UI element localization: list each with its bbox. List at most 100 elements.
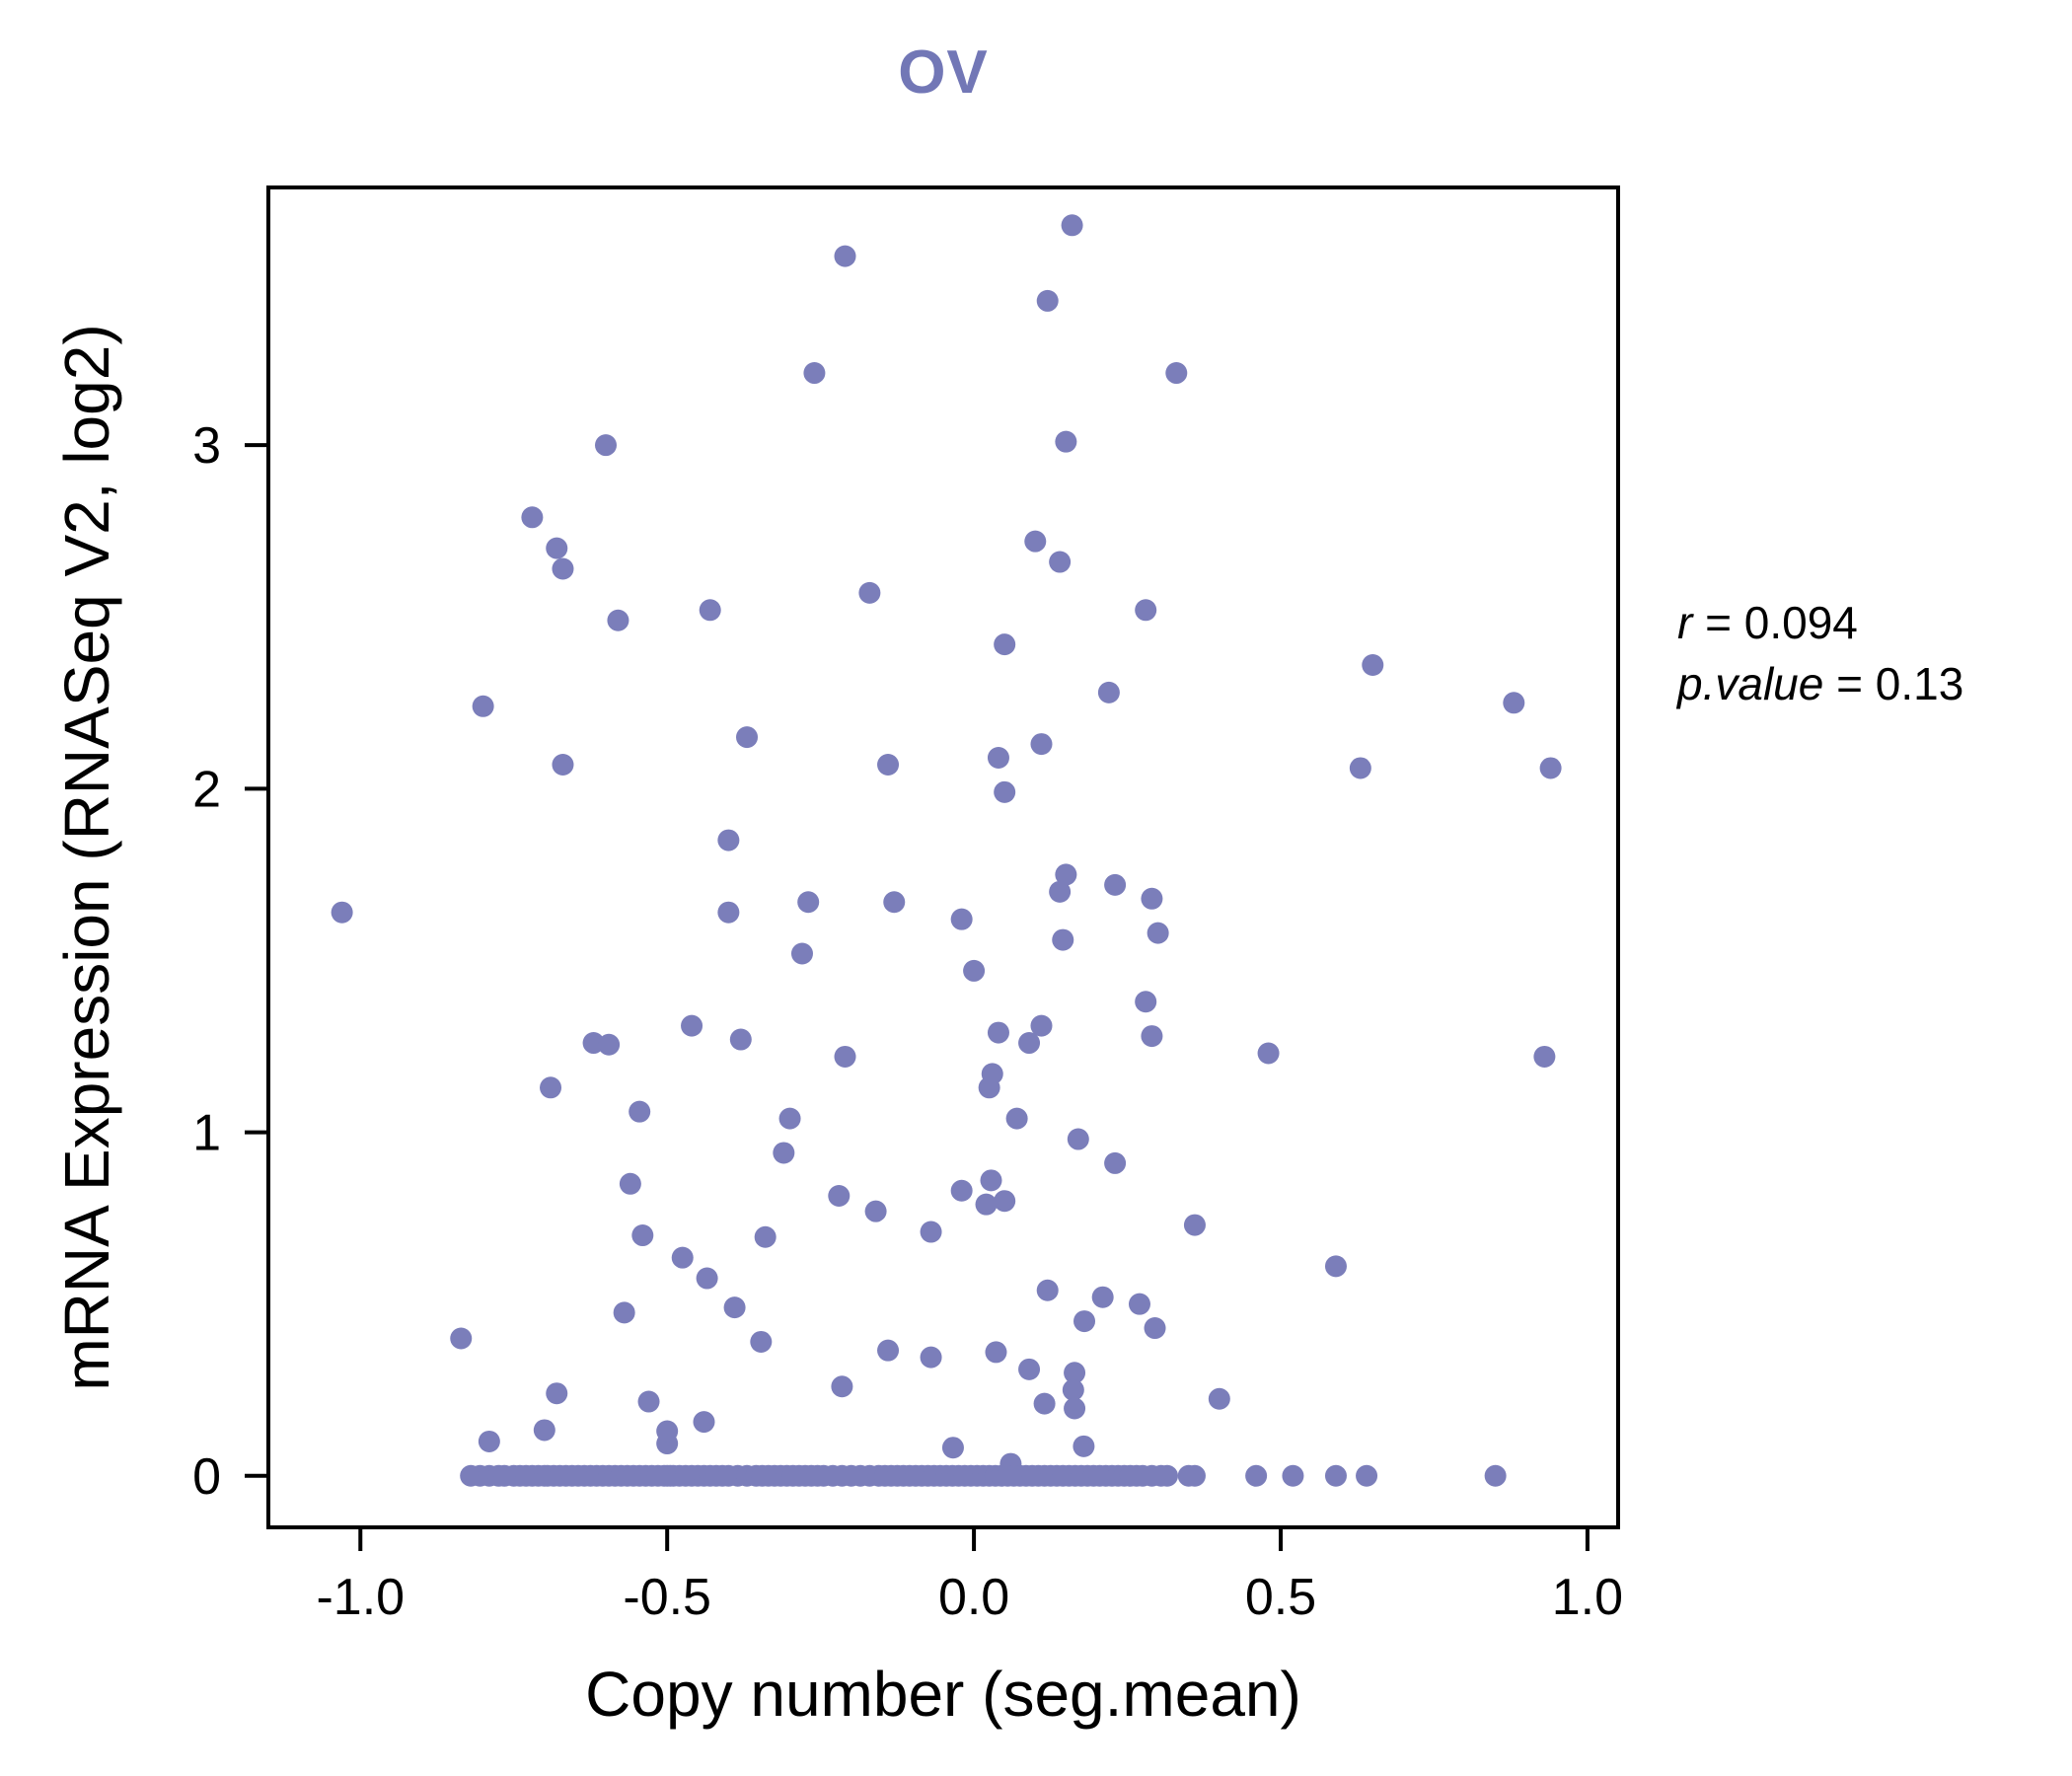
x-tick-label: 0.0	[938, 1569, 1009, 1626]
data-point	[699, 599, 721, 622]
y-tick-label: 3	[192, 417, 221, 475]
data-point	[1503, 692, 1525, 714]
data-point	[478, 1430, 500, 1452]
data-point	[1165, 362, 1188, 385]
data-point	[828, 1184, 851, 1207]
data-point	[920, 1346, 942, 1369]
data-point	[950, 908, 973, 930]
data-point	[994, 633, 1016, 656]
data-point	[1257, 1042, 1280, 1065]
data-point	[1052, 928, 1074, 951]
data-point	[1135, 991, 1157, 1013]
data-point	[994, 1190, 1016, 1213]
data-point	[858, 581, 881, 604]
x-tick-label: -0.5	[623, 1569, 711, 1626]
data-point	[598, 1033, 621, 1056]
data-point	[1055, 863, 1077, 886]
data-point	[790, 942, 813, 965]
data-point	[877, 753, 900, 776]
data-point	[1036, 289, 1059, 312]
data-point	[778, 1107, 801, 1130]
data-point	[552, 753, 574, 776]
chart-title: OV	[898, 38, 989, 107]
data-point	[831, 1375, 853, 1398]
data-point	[1141, 887, 1163, 910]
data-point	[883, 891, 906, 914]
data-point	[472, 695, 494, 717]
data-point	[1049, 551, 1072, 573]
data-point	[1018, 1032, 1041, 1055]
data-point	[729, 1028, 752, 1051]
y-axis-label: mRNA Expression (RNASeq V2, log2)	[51, 324, 122, 1391]
data-point	[696, 1267, 718, 1290]
data-point	[941, 1437, 964, 1459]
data-point-baseline	[1282, 1464, 1304, 1487]
data-point	[629, 1100, 651, 1123]
data-point	[595, 434, 617, 457]
data-point	[681, 1014, 703, 1037]
data-point-baseline	[1155, 1464, 1178, 1487]
data-point	[1349, 757, 1371, 779]
data-point	[613, 1301, 635, 1324]
data-point	[920, 1221, 942, 1243]
data-point	[803, 362, 826, 385]
data-point	[985, 1341, 1007, 1364]
data-point	[1208, 1387, 1230, 1410]
data-point	[1362, 654, 1384, 677]
data-point	[546, 1382, 568, 1405]
data-point	[717, 829, 740, 851]
data-point	[864, 1200, 887, 1222]
data-point	[637, 1390, 660, 1413]
data-point	[1091, 1286, 1114, 1308]
data-point	[1324, 1255, 1347, 1278]
data-point	[736, 726, 759, 749]
data-point	[834, 1045, 856, 1068]
x-tick-label: 1.0	[1552, 1569, 1623, 1626]
y-tick-label: 2	[192, 761, 221, 818]
data-point	[1097, 681, 1120, 703]
data-point	[1539, 757, 1562, 779]
x-axis-label: Copy number (seg.mean)	[585, 1659, 1301, 1730]
data-point	[671, 1246, 694, 1269]
data-point	[1033, 1392, 1056, 1415]
data-point	[723, 1296, 746, 1319]
data-point	[1067, 1128, 1089, 1150]
data-point	[540, 1076, 562, 1099]
data-point-baseline	[1183, 1464, 1206, 1487]
p-label: p.value	[1677, 658, 1824, 709]
data-point	[1030, 733, 1053, 756]
data-point	[750, 1330, 773, 1353]
data-point	[754, 1225, 777, 1248]
data-point	[987, 747, 1009, 770]
data-point	[877, 1339, 900, 1362]
data-point	[834, 245, 856, 267]
data-point	[1055, 430, 1077, 453]
data-point	[607, 609, 629, 631]
data-point	[963, 959, 986, 982]
y-tick-label: 0	[192, 1448, 221, 1506]
x-tick-label: -1.0	[316, 1569, 405, 1626]
data-point	[331, 901, 353, 924]
data-point	[773, 1142, 795, 1164]
data-point	[450, 1327, 473, 1350]
data-point	[717, 901, 740, 924]
data-point-baseline	[1356, 1464, 1378, 1487]
data-point	[1061, 214, 1083, 237]
data-point	[1135, 599, 1157, 622]
r-value: = 0.094	[1692, 597, 1858, 648]
data-point	[521, 506, 544, 529]
data-point	[994, 780, 1016, 803]
data-point	[546, 537, 568, 559]
data-point	[693, 1411, 715, 1434]
data-point	[552, 557, 574, 580]
data-point	[797, 891, 820, 914]
data-point	[978, 1076, 1000, 1099]
data-point	[1064, 1397, 1086, 1420]
data-point	[1144, 1317, 1166, 1340]
data-point	[1104, 873, 1127, 896]
data-point	[1104, 1151, 1127, 1174]
data-point	[980, 1169, 1002, 1192]
data-point	[950, 1179, 973, 1202]
